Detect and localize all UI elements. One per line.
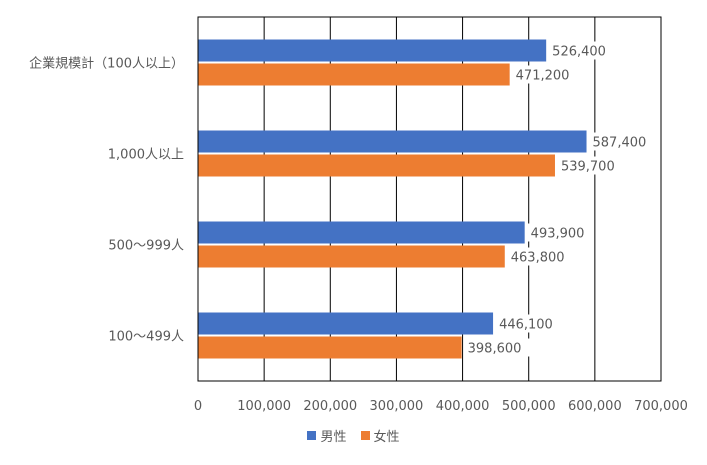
plot-area-border	[197, 16, 662, 382]
axes: 0 100,000 200,000 300,000 400,000 500,000 600,…	[29, 16, 688, 414]
x-tick-label: 400,000	[436, 399, 490, 414]
bars	[198, 39, 587, 359]
data-label-background	[588, 132, 655, 151]
legend-label-male: 男性	[320, 430, 347, 445]
data-label-background	[463, 338, 530, 357]
data-label-background	[526, 223, 593, 242]
legend-swatch-female	[360, 431, 370, 440]
category-label: 1,000人以上	[108, 148, 184, 163]
legend-label-female: 女性	[373, 430, 400, 445]
data-label: 471,200	[516, 69, 570, 84]
bar-female	[198, 63, 510, 86]
data-label: 587,400	[593, 136, 647, 151]
x-tick-label: 300,000	[370, 399, 424, 414]
bar-female	[198, 245, 505, 268]
data-label-background	[511, 65, 578, 84]
x-tick-label: 200,000	[303, 399, 357, 414]
data-label-background	[506, 247, 573, 266]
x-tick-label: 600,000	[568, 399, 622, 414]
data-label: 463,800	[511, 251, 565, 266]
data-label: 493,900	[531, 227, 585, 242]
bar-male	[198, 312, 494, 335]
data-label-background	[548, 41, 615, 60]
data-label: 539,700	[561, 160, 615, 175]
data-labels: 526,400 471,200 587,400 539,700 493,900 463,8…	[463, 41, 655, 357]
data-label: 526,400	[552, 45, 606, 60]
legend-swatch-male	[307, 431, 317, 440]
data-label-background	[495, 314, 562, 333]
category-label: 100～499人	[108, 330, 184, 345]
bar-male	[198, 221, 525, 244]
bar-male	[198, 130, 587, 153]
x-tick-label: 100,000	[237, 399, 291, 414]
category-label: 企業規模計（100人以上）	[29, 56, 184, 72]
legend-item-male: 男性	[307, 426, 347, 445]
x-tick-label: 500,000	[502, 399, 556, 414]
legend-item-female: 女性	[360, 426, 400, 445]
bar-female	[198, 154, 555, 177]
bar-male	[198, 39, 547, 62]
x-tick-label: 0	[194, 399, 202, 414]
bar-female	[198, 336, 462, 359]
legend: 男性 女性	[0, 426, 707, 445]
data-label: 398,600	[468, 342, 522, 357]
data-label-background	[556, 156, 623, 175]
x-tick-label: 700,000	[634, 399, 688, 414]
category-label: 500～999人	[108, 239, 184, 254]
data-label: 446,100	[499, 318, 553, 333]
